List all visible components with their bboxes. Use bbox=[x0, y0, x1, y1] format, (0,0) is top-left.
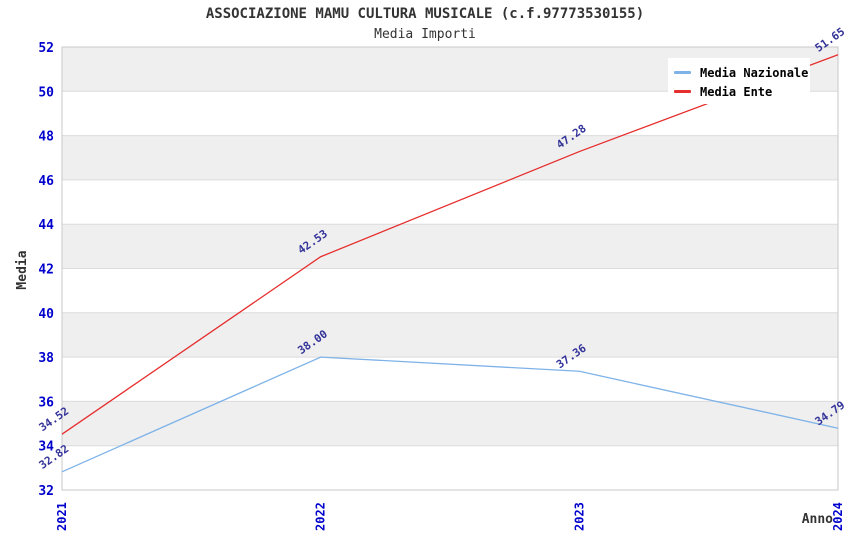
x-tick-label: 2022 bbox=[314, 502, 328, 531]
legend-label-ente: Media Ente bbox=[700, 84, 773, 99]
chart-title: ASSOCIAZIONE MAMU CULTURA MUSICALE (c.f.… bbox=[205, 6, 645, 22]
x-tick-label: 2021 bbox=[55, 502, 69, 531]
y-tick-label: 52 bbox=[38, 41, 54, 56]
plot-band bbox=[62, 268, 838, 313]
y-axis-title: Media bbox=[14, 250, 30, 290]
x-tick-label: 2023 bbox=[572, 502, 586, 531]
x-tick-label: 2024 bbox=[831, 502, 845, 531]
y-tick-label: 36 bbox=[38, 395, 54, 410]
y-tick-label: 44 bbox=[38, 218, 54, 233]
legend: Media Nazionale Media Ente bbox=[668, 58, 810, 104]
plot-band bbox=[62, 224, 838, 269]
y-tick-label: 50 bbox=[38, 85, 54, 100]
y-tick-label: 40 bbox=[38, 307, 54, 322]
chart-subtitle: Media Importi bbox=[374, 27, 476, 42]
y-tick-label: 38 bbox=[38, 351, 54, 366]
legend-item-media-nazionale: Media Nazionale bbox=[674, 63, 810, 82]
y-tick-label: 32 bbox=[38, 484, 54, 499]
y-tick-label: 46 bbox=[38, 174, 54, 189]
plot-band bbox=[62, 179, 838, 225]
plot-band bbox=[62, 401, 838, 446]
y-tick-label: 48 bbox=[38, 130, 54, 145]
y-tick-label: 42 bbox=[38, 263, 54, 278]
legend-swatch-ente-icon bbox=[674, 90, 691, 93]
legend-swatch-nazionale-icon bbox=[674, 71, 691, 74]
series-line-media-nazionale bbox=[61, 356, 839, 473]
plot-band bbox=[62, 135, 838, 180]
x-axis-title: Anno bbox=[801, 512, 833, 527]
y-tick-label: 34 bbox=[38, 440, 54, 455]
plot-band bbox=[62, 312, 838, 358]
plot-band bbox=[62, 445, 838, 490]
legend-label-nazionale: Media Nazionale bbox=[700, 65, 809, 80]
plot-border bbox=[61, 46, 839, 491]
legend-item-media-ente: Media Ente bbox=[674, 82, 810, 101]
